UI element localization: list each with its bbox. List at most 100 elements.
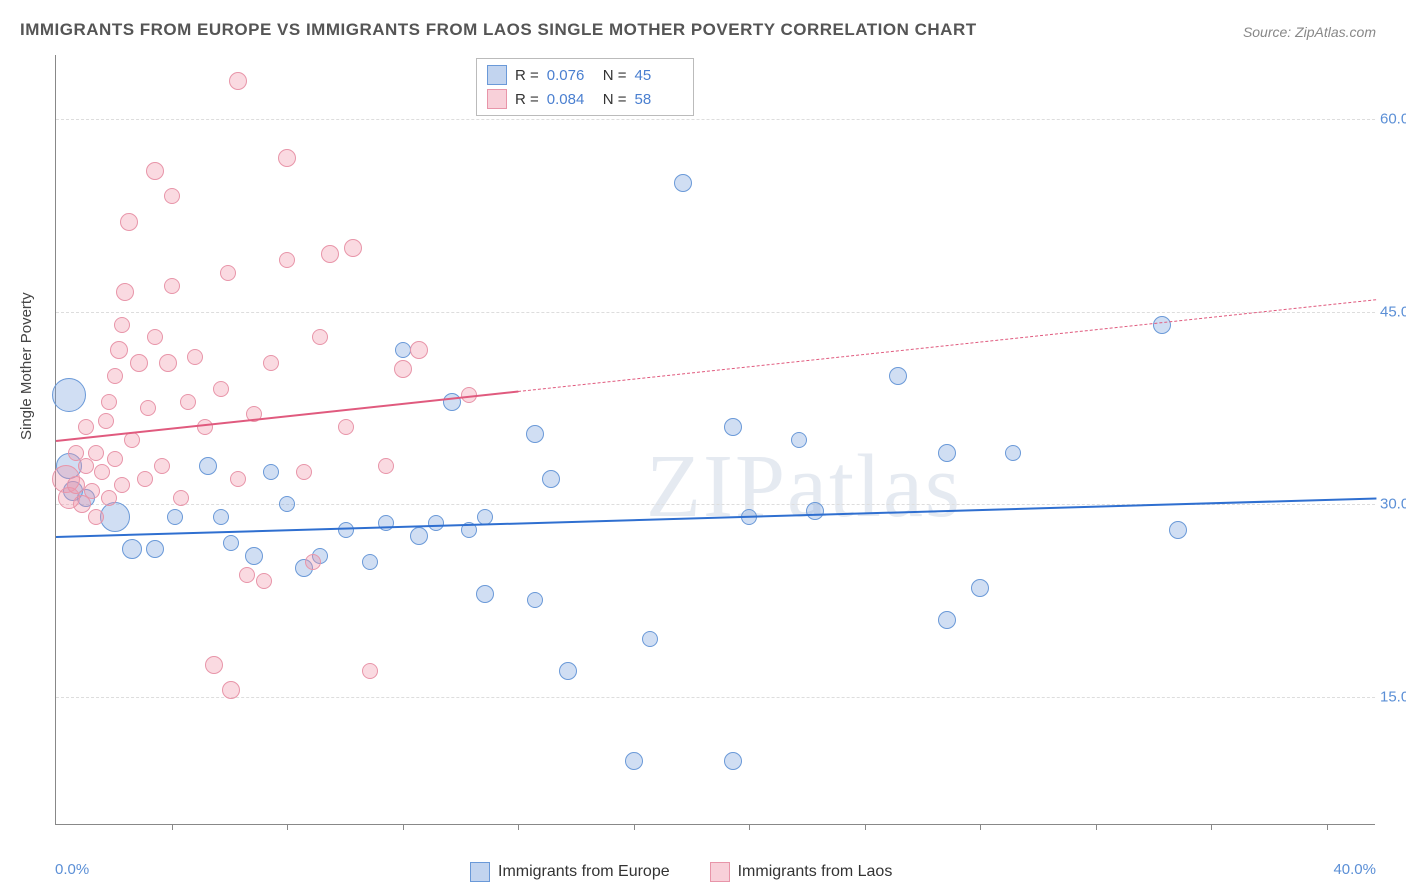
data-point	[395, 342, 411, 358]
stat-r-label: R =	[515, 91, 539, 108]
xtick-mark	[287, 824, 288, 830]
data-point	[223, 535, 239, 551]
source-label: Source: ZipAtlas.com	[1243, 24, 1376, 40]
data-point	[971, 579, 989, 597]
data-point	[167, 509, 183, 525]
data-point	[94, 464, 110, 480]
data-point	[279, 496, 295, 512]
data-point	[296, 464, 312, 480]
data-point	[213, 381, 229, 397]
data-point	[443, 393, 461, 411]
data-point	[78, 419, 94, 435]
stats-legend-box: R = 0.076 N = 45 R = 0.084 N = 58	[476, 58, 694, 116]
data-point	[642, 631, 658, 647]
data-point	[476, 585, 494, 603]
data-point	[146, 162, 164, 180]
swatch-laos	[487, 89, 507, 109]
data-point	[88, 445, 104, 461]
xtick-mark	[634, 824, 635, 830]
data-point	[263, 464, 279, 480]
data-point	[1005, 445, 1021, 461]
data-point	[724, 418, 742, 436]
data-point	[229, 72, 247, 90]
data-point	[130, 354, 148, 372]
xtick-min: 0.0%	[55, 861, 89, 878]
data-point	[173, 490, 189, 506]
data-point	[146, 540, 164, 558]
data-point	[101, 490, 117, 506]
data-point	[410, 527, 428, 545]
data-point	[724, 752, 742, 770]
xtick-max: 40.0%	[1333, 861, 1376, 878]
data-point	[625, 752, 643, 770]
legend-label-europe: Immigrants from Europe	[498, 863, 670, 881]
stat-r-label: R =	[515, 67, 539, 84]
data-point	[180, 394, 196, 410]
data-point	[791, 432, 807, 448]
data-point	[526, 425, 544, 443]
data-point	[312, 329, 328, 345]
data-point	[205, 656, 223, 674]
data-point	[428, 515, 444, 531]
data-point	[197, 419, 213, 435]
data-point	[52, 378, 86, 412]
data-point	[84, 483, 100, 499]
data-point	[559, 662, 577, 680]
trendline	[56, 391, 518, 442]
xtick-mark	[1096, 824, 1097, 830]
data-point	[164, 188, 180, 204]
data-point	[154, 458, 170, 474]
data-point	[394, 360, 412, 378]
data-point	[199, 457, 217, 475]
legend-label-laos: Immigrants from Laos	[738, 863, 893, 881]
data-point	[220, 265, 236, 281]
ytick-label: 15.0%	[1380, 688, 1406, 705]
stats-row-europe: R = 0.076 N = 45	[487, 63, 683, 87]
stat-n-value-europe: 45	[635, 67, 683, 84]
data-point	[98, 413, 114, 429]
ytick-label: 30.0%	[1380, 496, 1406, 513]
bottom-legend: Immigrants from Europe Immigrants from L…	[470, 862, 892, 882]
data-point	[213, 509, 229, 525]
data-point	[88, 509, 104, 525]
legend-item-laos: Immigrants from Laos	[710, 862, 893, 882]
data-point	[410, 341, 428, 359]
data-point	[1169, 521, 1187, 539]
trendline-dashed	[518, 299, 1376, 392]
data-point	[889, 367, 907, 385]
scatter-chart: ZIPatlas R = 0.076 N = 45 R = 0.084 N = …	[55, 55, 1375, 825]
data-point	[362, 663, 378, 679]
data-point	[245, 547, 263, 565]
data-point	[344, 239, 362, 257]
data-point	[263, 355, 279, 371]
xtick-mark	[980, 824, 981, 830]
data-point	[938, 444, 956, 462]
data-point	[101, 394, 117, 410]
data-point	[222, 681, 240, 699]
data-point	[338, 522, 354, 538]
data-point	[806, 502, 824, 520]
ytick-label: 45.0%	[1380, 303, 1406, 320]
data-point	[100, 502, 130, 532]
legend-swatch-laos	[710, 862, 730, 882]
data-point	[114, 477, 130, 493]
data-point	[107, 451, 123, 467]
stat-n-label: N =	[603, 67, 627, 84]
data-point	[116, 283, 134, 301]
xtick-mark	[172, 824, 173, 830]
ytick-label: 60.0%	[1380, 111, 1406, 128]
stats-row-laos: R = 0.084 N = 58	[487, 87, 683, 111]
data-point	[140, 400, 156, 416]
watermark: ZIPatlas	[646, 435, 962, 538]
data-point	[1153, 316, 1171, 334]
legend-item-europe: Immigrants from Europe	[470, 862, 670, 882]
data-point	[187, 349, 203, 365]
data-point	[674, 174, 692, 192]
data-point	[378, 515, 394, 531]
data-point	[159, 354, 177, 372]
data-point	[114, 317, 130, 333]
data-point	[338, 419, 354, 435]
stat-r-value-europe: 0.076	[547, 67, 595, 84]
data-point	[110, 341, 128, 359]
stat-n-value-laos: 58	[635, 91, 683, 108]
